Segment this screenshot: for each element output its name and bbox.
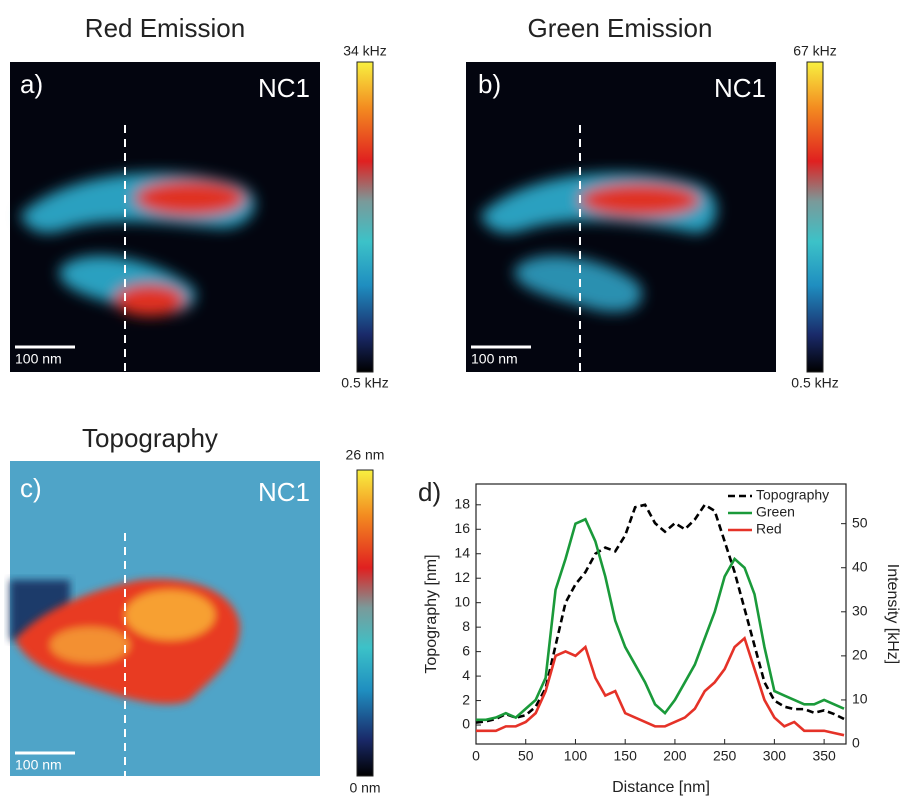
x-tick-label: 0 xyxy=(472,748,480,764)
x-axis-title: Distance [nm] xyxy=(612,779,710,796)
panel-c: Topography c) NC1 100 nm 26 nm 0 nm xyxy=(10,423,384,796)
plot-frame xyxy=(475,483,847,745)
y-axis-title: Topography [nm] xyxy=(423,554,440,673)
scale-bar-label: 100 nm xyxy=(15,351,62,367)
y2-tick-label: 50 xyxy=(852,514,868,530)
legend-label: Green xyxy=(756,504,795,520)
colorbar-max: 26 nm xyxy=(346,447,385,463)
colorbar-min: 0 nm xyxy=(349,780,380,796)
sample-tag: NC1 xyxy=(714,73,766,103)
x-tick-label: 100 xyxy=(564,748,588,764)
colorbar-min: 0.5 kHz xyxy=(341,375,388,391)
y-tick-label: 8 xyxy=(462,618,470,634)
x-tick-label: 150 xyxy=(614,748,638,764)
y2-axis-title: Intensity [kHz] xyxy=(884,564,901,664)
panel-title: Topography xyxy=(82,423,218,453)
x-tick-label: 200 xyxy=(663,748,687,764)
scale-bar-label: 100 nm xyxy=(471,351,518,367)
y2-tick-label: 30 xyxy=(852,602,868,618)
x-tick-label: 50 xyxy=(518,748,534,764)
x-tick-label: 300 xyxy=(763,748,787,764)
panel-label: a) xyxy=(20,69,43,99)
panel-title: Green Emission xyxy=(528,13,713,43)
colorbar xyxy=(356,469,374,777)
legend-label: Red xyxy=(756,521,782,537)
y-tick-label: 4 xyxy=(462,667,470,683)
panel-label: b) xyxy=(478,69,501,99)
y-tick-label: 18 xyxy=(454,496,470,512)
sample-tag: NC1 xyxy=(258,73,310,103)
panel-label: d) xyxy=(418,477,441,507)
y-tick-label: 10 xyxy=(454,593,470,609)
colorbar-max: 34 kHz xyxy=(343,43,387,59)
panel-label: c) xyxy=(20,473,42,503)
colorbar-max: 67 kHz xyxy=(793,43,837,59)
legend-label: Topography xyxy=(756,487,829,503)
series-line xyxy=(475,503,845,724)
y-tick-label: 6 xyxy=(462,642,470,658)
x-tick-label: 250 xyxy=(713,748,737,764)
y-tick-label: 12 xyxy=(454,569,470,585)
colorbar-min: 0.5 kHz xyxy=(791,375,838,391)
scale-bar-label: 100 nm xyxy=(15,757,62,773)
series-line xyxy=(476,517,845,722)
panel-title: Red Emission xyxy=(85,13,245,43)
y-tick-label: 16 xyxy=(454,520,470,536)
sample-tag: NC1 xyxy=(258,477,310,507)
y-tick-label: 0 xyxy=(462,716,470,732)
y-tick-label: 14 xyxy=(454,544,470,560)
y2-tick-label: 0 xyxy=(852,735,860,751)
y-tick-label: 2 xyxy=(462,691,470,707)
y2-tick-label: 40 xyxy=(852,558,868,574)
y2-tick-label: 10 xyxy=(852,691,868,707)
x-tick-label: 350 xyxy=(812,748,836,764)
colorbar xyxy=(806,61,824,373)
panel-b: Green Emission b) NC1 100 nm 67 kHz 0.5 … xyxy=(466,13,839,391)
y2-tick-label: 20 xyxy=(852,647,868,663)
panel-a: Red Emission a) NC1 100 nm 34 kHz 0.5 kH… xyxy=(10,13,389,391)
colorbar xyxy=(356,61,374,373)
series-line xyxy=(476,635,845,737)
line-chart: d) Distance [nm] Topography [nm] Intensi… xyxy=(418,477,901,796)
